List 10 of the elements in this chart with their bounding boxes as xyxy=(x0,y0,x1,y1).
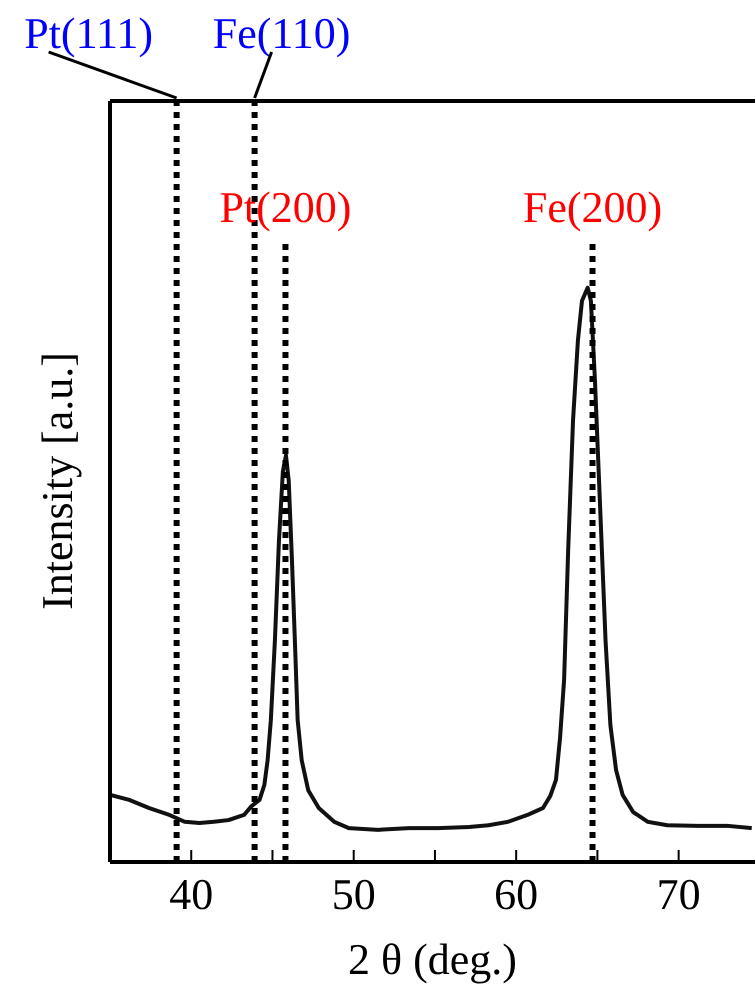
x-tick-label: 60 xyxy=(494,870,538,920)
x-tick-label: 50 xyxy=(332,870,376,920)
ref-line-label: Pt(200) xyxy=(219,183,352,232)
ref-line-label: Fe(200) xyxy=(522,183,662,232)
x-tick-label: 40 xyxy=(169,870,214,920)
ref-line-label: Fe(110) xyxy=(212,9,350,58)
x-axis-title: 2 θ (deg.) xyxy=(348,935,517,984)
y-axis-title: Intensity [a.u.] xyxy=(33,352,82,610)
ref-line-label: Pt(111) xyxy=(24,9,153,58)
x-tick-label: 70 xyxy=(656,870,701,920)
